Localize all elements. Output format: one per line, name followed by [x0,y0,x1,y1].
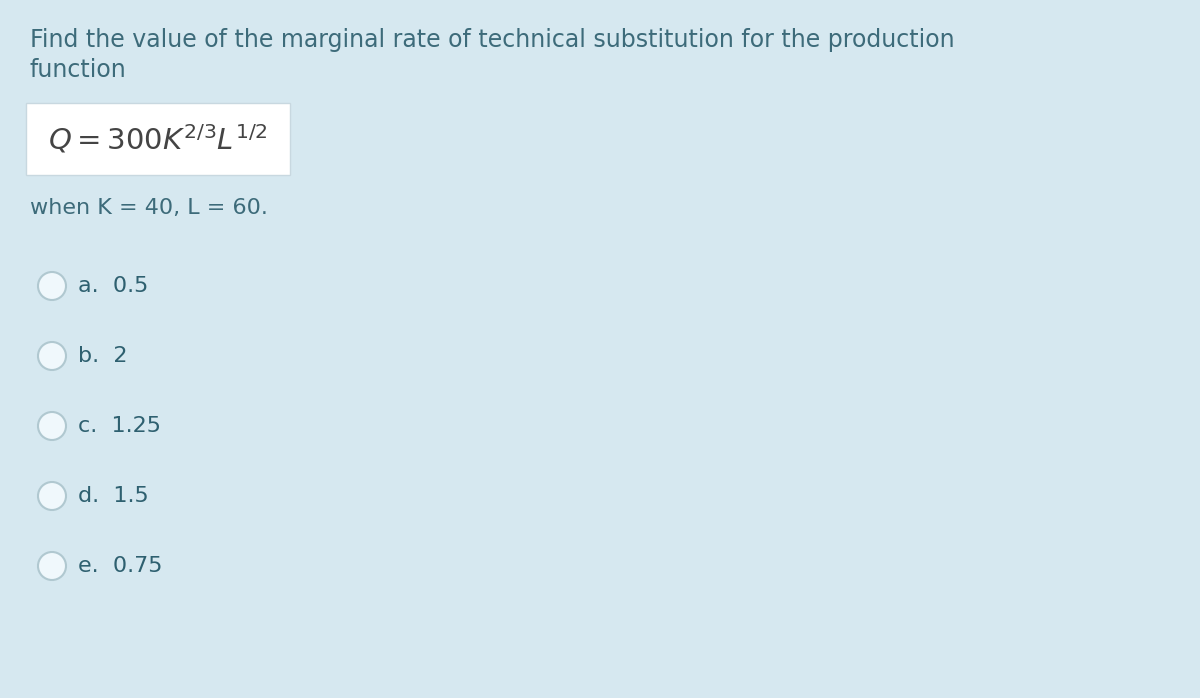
Circle shape [38,412,66,440]
Text: $Q = 300K^{2/3}L^{1/2}$: $Q = 300K^{2/3}L^{1/2}$ [48,123,268,156]
Circle shape [38,482,66,510]
Text: Find the value of the marginal rate of technical substitution for the production: Find the value of the marginal rate of t… [30,28,955,52]
Text: a.  0.5: a. 0.5 [78,276,149,296]
Text: b.  2: b. 2 [78,346,127,366]
Circle shape [38,272,66,300]
FancyBboxPatch shape [26,103,290,175]
Text: when K = 40, L = 60.: when K = 40, L = 60. [30,198,268,218]
Text: c.  1.25: c. 1.25 [78,416,161,436]
Text: d.  1.5: d. 1.5 [78,486,149,506]
Circle shape [38,552,66,580]
Circle shape [38,342,66,370]
Text: function: function [30,58,127,82]
Text: e.  0.75: e. 0.75 [78,556,162,576]
